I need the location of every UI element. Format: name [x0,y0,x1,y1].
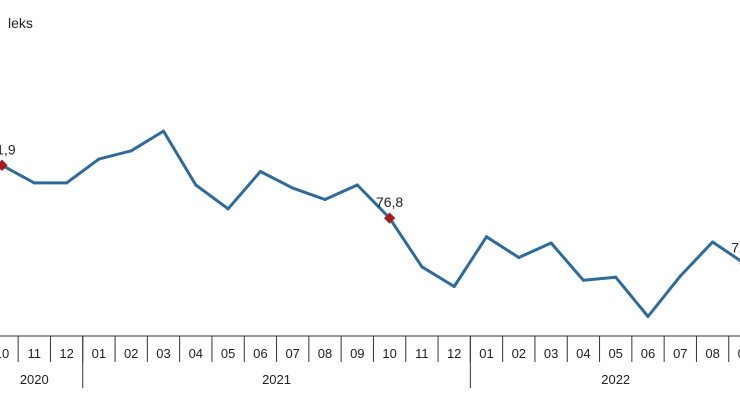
x-tick-label: 07 [285,346,299,361]
year-label: 2021 [262,372,291,387]
x-tick-label: 06 [641,346,655,361]
x-tick-label: 06 [253,346,267,361]
data-point [162,129,165,133]
series-line-group [0,129,740,319]
x-tick-label: 04 [576,346,590,361]
year-label: 2022 [601,372,630,387]
data-point [291,186,295,190]
data-point [65,181,69,185]
x-tick-label: 09 [350,346,364,361]
data-point [711,240,715,244]
x-tick-label: 12 [447,346,461,361]
data-point [194,183,198,187]
x-tick-label: 09 [738,346,740,361]
x-tick-label: 02 [124,346,138,361]
data-point [129,149,133,153]
data-point [32,181,36,185]
data-point [258,170,262,174]
x-tick-label: 08 [705,346,719,361]
x-tick-label: 12 [59,346,73,361]
data-point [517,256,521,259]
data-point [420,265,424,269]
data-point [323,198,327,201]
x-tick-label: 11 [415,346,429,361]
x-tick-label: 02 [512,346,526,361]
data-point [452,285,456,288]
x-tick-label: 01 [92,346,106,361]
data-point [678,274,682,278]
x-tick-label: 05 [221,346,235,361]
data-label: 81,9 [0,141,16,157]
data-point [581,278,585,282]
x-tick-label: 11 [28,346,42,361]
data-point [355,183,359,187]
data-point [614,275,618,279]
data-label: 76,8 [376,194,403,210]
data-label: 72,4 [731,240,740,256]
x-tick-label: 04 [189,346,203,361]
x-tick-label: 01 [479,346,493,361]
data-point [485,235,488,239]
data-point [646,315,650,319]
data-point [97,157,101,161]
annotation-marker [383,212,396,224]
data-point [549,241,553,245]
x-tick-label: 05 [608,346,622,361]
annotation-markers: 81,9 76,8 72,4 [0,141,740,270]
x-tick-label: 03 [544,346,558,361]
x-tick-label: 08 [318,346,332,361]
year-label: 2020 [20,372,49,387]
x-tick-label: 03 [156,346,170,361]
y-axis-label: leks [8,15,33,31]
x-axis: 10 11 12 01 02 03 04 05 06 07 08 09 10 11 12 01 02 03 04 05… [0,335,740,388]
x-tick-label: 10 [382,346,396,361]
x-tick-label: 10 [0,346,9,361]
data-point [226,207,230,211]
x-tick-label: 07 [673,346,687,361]
series-line [1,129,740,318]
